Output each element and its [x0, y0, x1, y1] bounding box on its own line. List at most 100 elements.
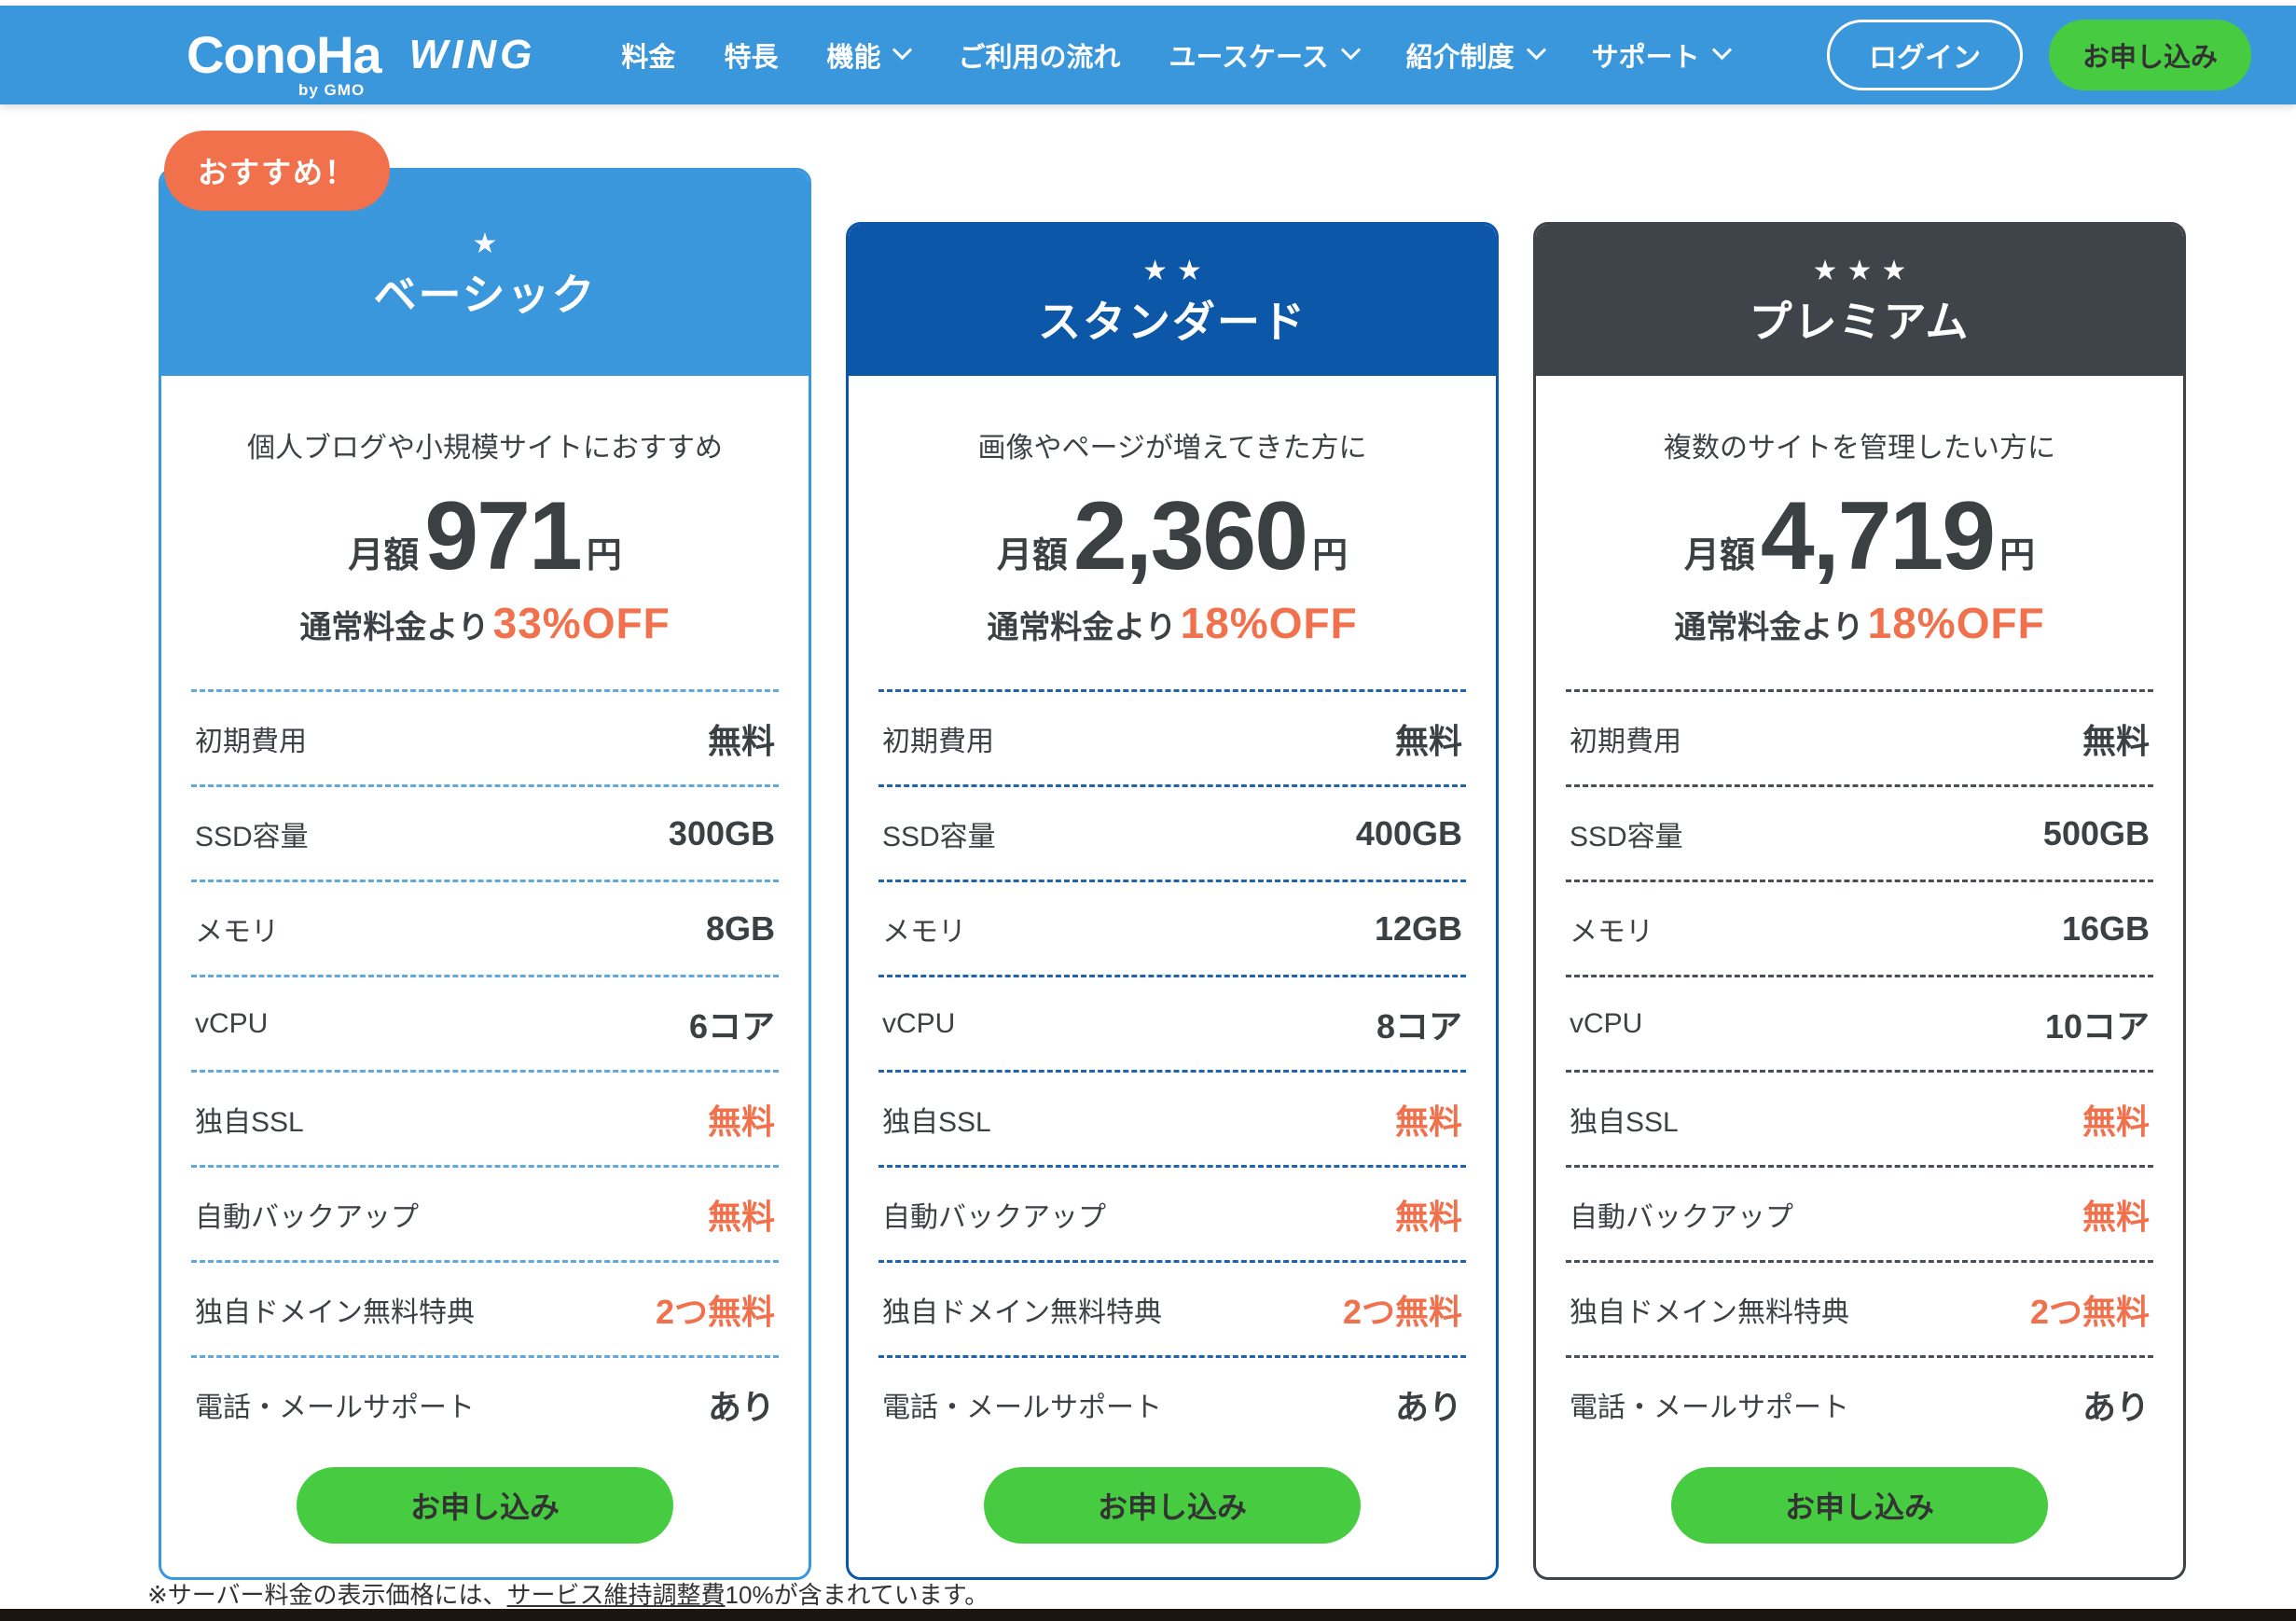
spec-label: SSD容量	[1570, 821, 1683, 852]
discount-value: 18%OFF	[1867, 599, 2045, 647]
nav-item-label: ご利用の流れ	[958, 43, 1121, 73]
login-button[interactable]: ログイン	[1826, 20, 2023, 90]
nav-item-referral[interactable]: 紹介制度	[1406, 35, 1546, 75]
nav-item-pricing[interactable]: 料金	[621, 35, 675, 75]
spec-table: 初期費用 無料 SSD容量 300GB メモリ 8GB vCPU 6コア 独自SSL 無料…	[191, 689, 779, 1450]
spec-row: 独自SSL 無料	[1566, 1070, 2153, 1165]
plan-apply-button[interactable]: お申し込み	[297, 1467, 673, 1544]
plan-tagline: 個人ブログや小規模サイトにおすすめ	[247, 433, 723, 464]
discount-line: 通常料金より 18%OFF	[1566, 602, 2153, 644]
spec-label: vCPU	[882, 1007, 956, 1039]
spec-value: 無料	[1394, 721, 1462, 760]
spec-row: 自動バックアップ 無料	[191, 1165, 779, 1260]
spec-value: 16GB	[2061, 908, 2150, 948]
plan-title: ベーシック	[373, 270, 597, 319]
spec-value: 無料	[1394, 1101, 1462, 1141]
spec-value: 無料	[707, 721, 775, 760]
discount-line: 通常料金より 33%OFF	[191, 602, 779, 644]
nav-item-usecases[interactable]: ユースケース	[1169, 35, 1361, 75]
spec-label: SSD容量	[195, 821, 309, 852]
chevron-down-icon	[1340, 39, 1361, 60]
spec-row: 独自SSL 無料	[191, 1070, 779, 1165]
nav-apply-button[interactable]: お申し込み	[2048, 20, 2251, 90]
spec-value: 12GB	[1374, 908, 1462, 948]
spec-row: 自動バックアップ 無料	[878, 1165, 1466, 1260]
nav-item-flow[interactable]: ご利用の流れ	[958, 35, 1120, 75]
price-suffix: 円	[1312, 536, 1349, 575]
top-nav-bar: ConoHa by GMO WING 料金 特長 機能 ご利用の流れ ユースケー…	[0, 6, 2296, 104]
plan-stars-icon: ★★★	[1812, 256, 1916, 286]
plan-apply-button[interactable]: お申し込み	[984, 1467, 1361, 1544]
footnote-text: ※サーバー料金の表示価格には、	[147, 1581, 507, 1609]
spec-row: 初期費用 無料	[191, 689, 779, 784]
footnote-link[interactable]: サービス維持調整費	[506, 1581, 726, 1609]
spec-value: 無料	[2082, 721, 2150, 760]
spec-label: vCPU	[195, 1007, 269, 1039]
price-line: 月額 4,719 円	[1566, 488, 2153, 585]
plan-apply-button[interactable]: お申し込み	[1671, 1467, 2048, 1544]
spec-value: 無料	[2082, 1197, 2150, 1236]
spec-row: vCPU 8コア	[878, 975, 1466, 1070]
spec-row: SSD容量 400GB	[878, 784, 1466, 880]
discount-value: 33%OFF	[492, 599, 671, 647]
spec-value: あり	[1394, 1387, 1462, 1426]
spec-row: 独自ドメイン無料特典 2つ無料	[191, 1260, 779, 1355]
spec-row: 自動バックアップ 無料	[1566, 1165, 2153, 1260]
spec-row: 電話・メールサポート あり	[1566, 1355, 2153, 1450]
spec-value: 300GB	[668, 813, 775, 852]
recommended-badge: おすすめ！	[164, 131, 391, 211]
spec-label: 電話・メールサポート	[1570, 1392, 1849, 1423]
spec-label: 独自SSL	[882, 1106, 991, 1138]
plan-body: 複数のサイトを管理したい方に 月額 4,719 円 通常料金より 18%OFF …	[1536, 376, 2183, 1577]
plan-stars-icon: ★★	[1142, 256, 1211, 286]
top-strip	[0, 0, 2296, 6]
spec-label: SSD容量	[882, 821, 996, 852]
chevron-down-icon	[1526, 39, 1546, 60]
nav-item-functions[interactable]: 機能	[826, 35, 913, 75]
spec-row: 初期費用 無料	[1566, 689, 2153, 784]
spec-label: 独自SSL	[1570, 1106, 1679, 1138]
discount-prefix: 通常料金より	[1674, 610, 1864, 645]
spec-label: 自動バックアップ	[1570, 1201, 1793, 1233]
logo-bygmo-text: by GMO	[298, 81, 366, 99]
spec-value: 500GB	[2042, 813, 2150, 852]
spec-value: 無料	[707, 1101, 775, 1141]
spec-value: 無料	[2082, 1101, 2150, 1141]
nav-menu: 料金 特長 機能 ご利用の流れ ユースケース 紹介制度 サポート	[621, 35, 1732, 75]
spec-label: 独自ドメイン無料特典	[882, 1296, 1162, 1328]
plan-title: プレミアム	[1749, 298, 1971, 346]
spec-value: 8GB	[705, 908, 775, 948]
spec-label: 初期費用	[882, 726, 994, 757]
price-prefix: 月額	[996, 536, 1068, 575]
nav-item-features[interactable]: 特長	[724, 35, 778, 75]
plan-body: 個人ブログや小規模サイトにおすすめ 月額 971 円 通常料金より 33%OFF…	[161, 376, 809, 1577]
logo-conoha-text: ConoHa	[187, 25, 382, 84]
discount-prefix: 通常料金より	[987, 610, 1177, 645]
spec-label: メモリ	[882, 916, 966, 948]
plan-tagline: 複数のサイトを管理したい方に	[1664, 433, 2055, 464]
price-value: 4,719	[1760, 482, 1996, 590]
price-value: 2,360	[1072, 482, 1308, 590]
nav-item-label: サポート	[1591, 43, 1700, 73]
spec-label: 独自ドメイン無料特典	[195, 1296, 475, 1328]
spec-row: メモリ 8GB	[191, 880, 779, 975]
bottom-dark-strip	[0, 1609, 2296, 1621]
spec-value: 400GB	[1355, 813, 1462, 852]
spec-row: メモリ 16GB	[1566, 880, 2153, 975]
spec-value: 無料	[1394, 1197, 1462, 1236]
discount-line: 通常料金より 18%OFF	[878, 602, 1466, 644]
spec-label: vCPU	[1570, 1007, 1643, 1039]
plan-header: ★★★ プレミアム	[1536, 225, 2183, 376]
spec-label: 初期費用	[1570, 726, 1681, 757]
spec-value: あり	[2082, 1387, 2150, 1426]
plan-stars-icon: ★	[472, 229, 507, 259]
spec-value: 2つ無料	[655, 1292, 775, 1331]
spec-label: 自動バックアップ	[882, 1201, 1106, 1233]
price-footnote: ※サーバー料金の表示価格には、サービス維持調整費10%が含まれています。	[147, 1576, 989, 1611]
brand-logo[interactable]: ConoHa by GMO WING	[187, 25, 535, 100]
chevron-down-icon	[1711, 39, 1732, 60]
nav-item-support[interactable]: サポート	[1591, 35, 1732, 75]
spec-row: 独自SSL 無料	[878, 1070, 1466, 1165]
plan-card-basic: ★ ベーシック 個人ブログや小規模サイトにおすすめ 月額 971 円 通常料金よ…	[159, 168, 811, 1580]
